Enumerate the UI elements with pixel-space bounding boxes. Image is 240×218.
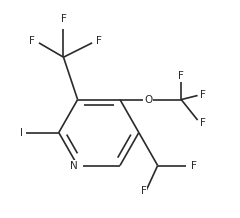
Text: I: I bbox=[20, 128, 23, 138]
Text: F: F bbox=[178, 71, 184, 81]
Text: F: F bbox=[29, 36, 35, 46]
Text: F: F bbox=[200, 90, 206, 100]
Text: O: O bbox=[144, 95, 152, 105]
Text: F: F bbox=[96, 36, 102, 46]
Text: F: F bbox=[141, 186, 146, 196]
Text: F: F bbox=[200, 118, 206, 128]
Text: N: N bbox=[70, 160, 78, 170]
Text: F: F bbox=[60, 14, 66, 24]
Text: F: F bbox=[191, 160, 197, 170]
